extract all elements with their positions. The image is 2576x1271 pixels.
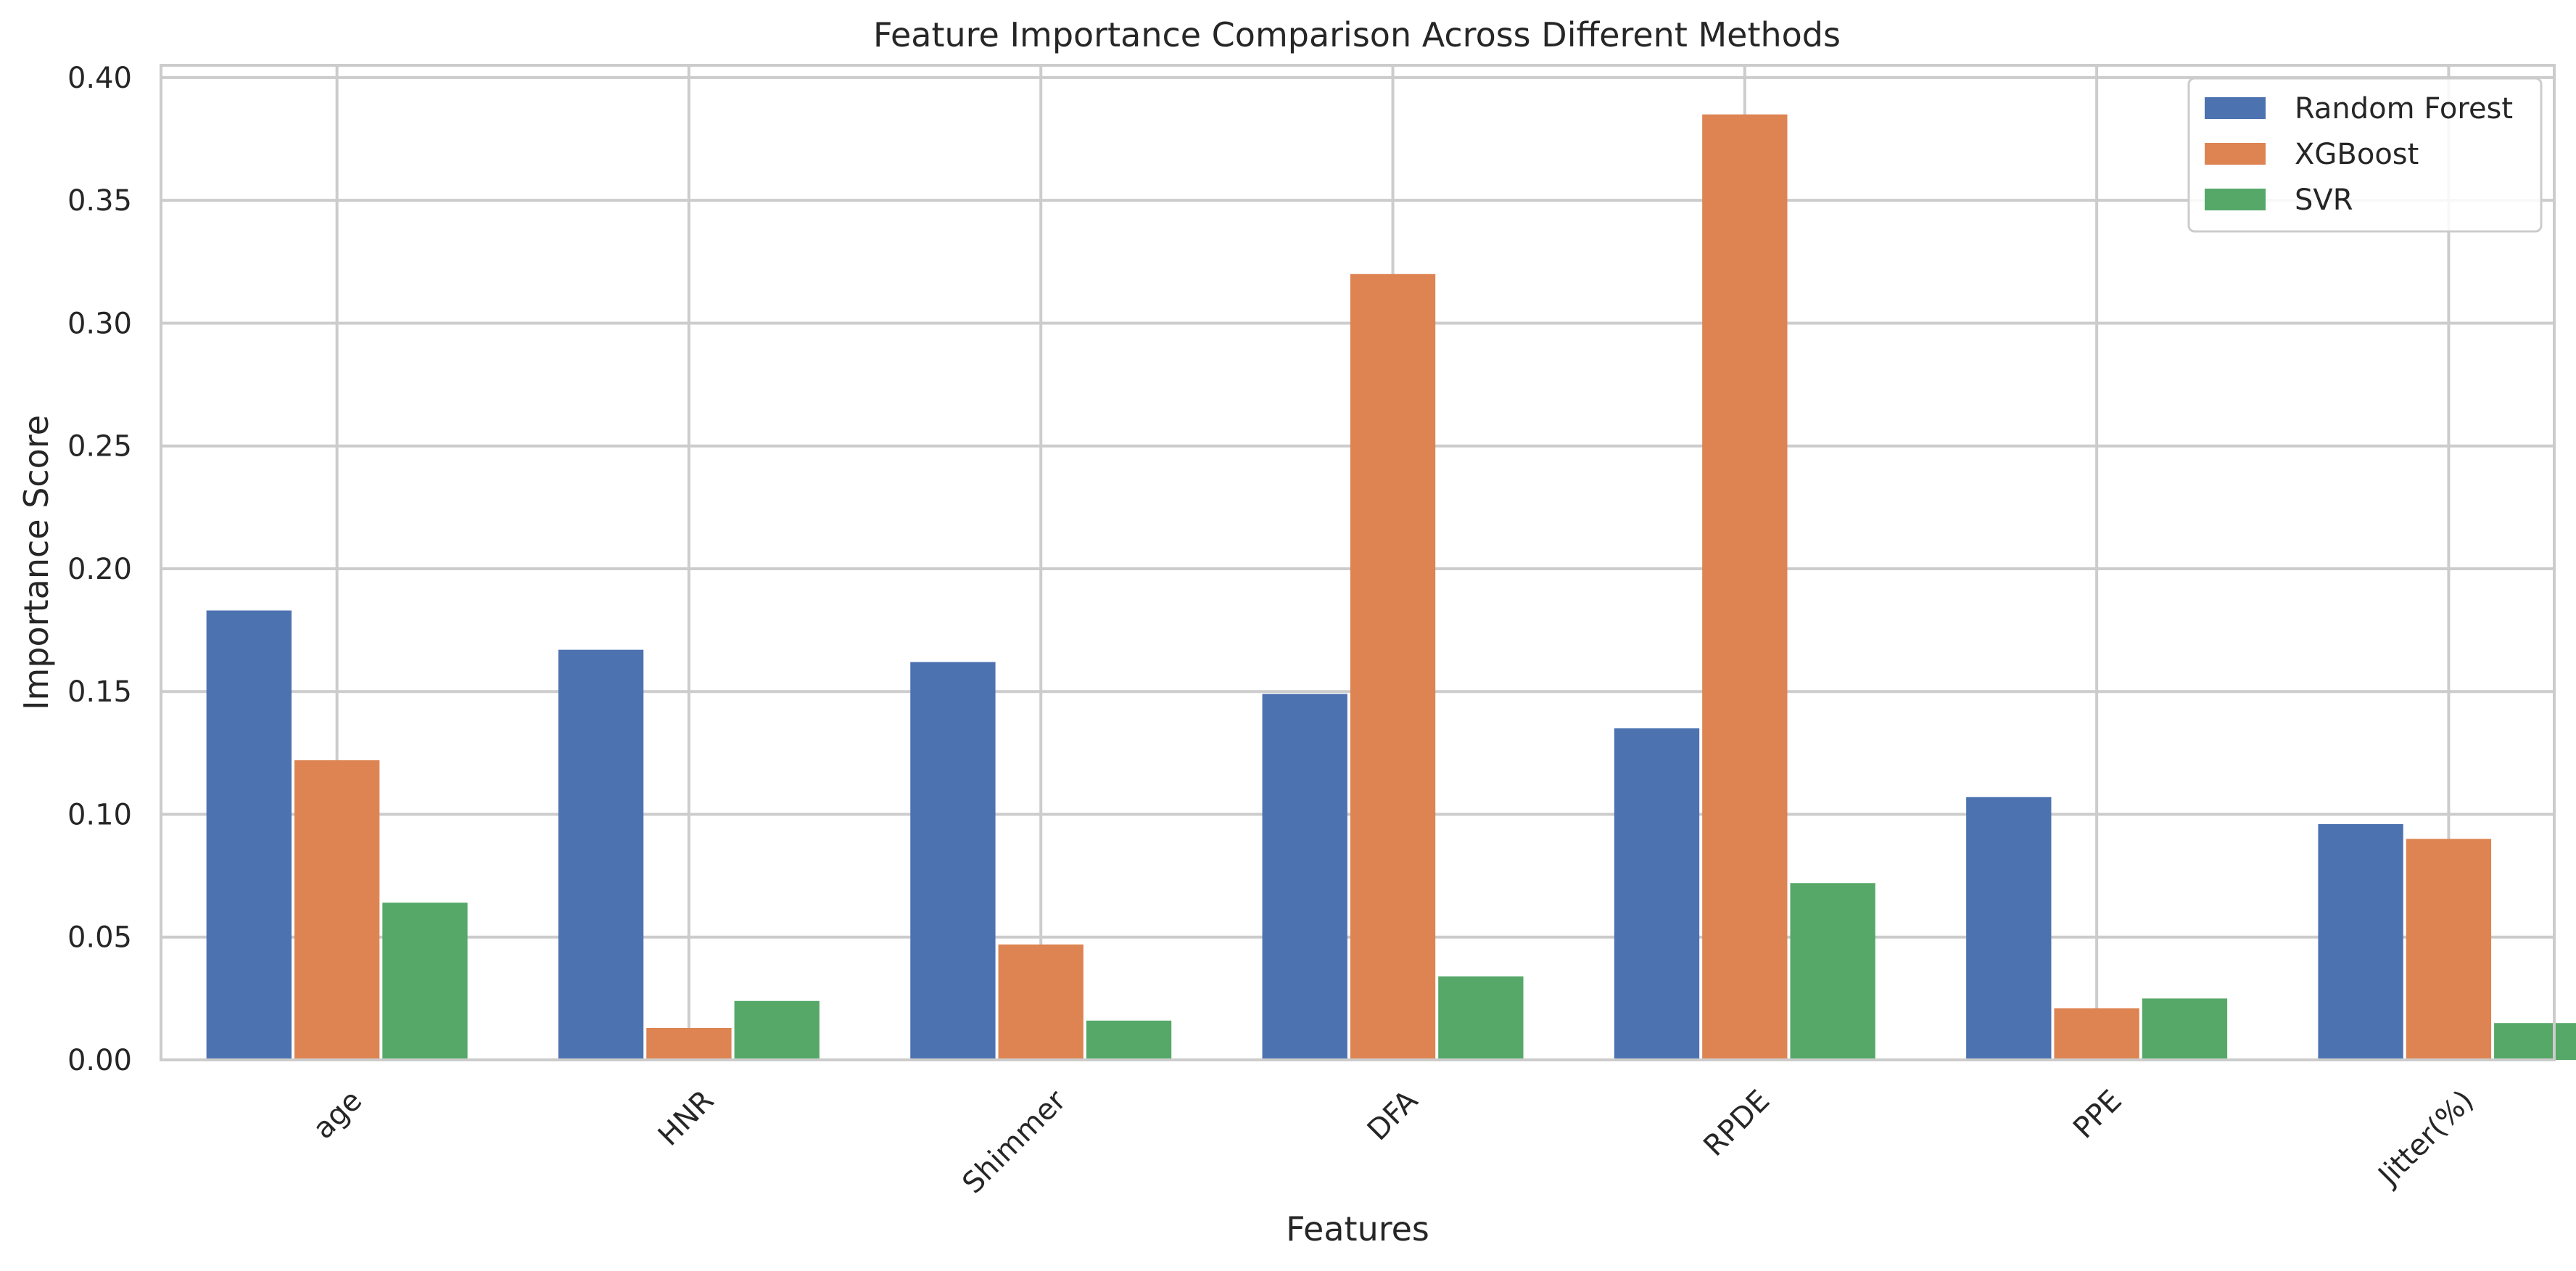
legend-swatch: [2205, 189, 2266, 210]
bar-random-forest-age: [206, 610, 292, 1060]
chart-title: Feature Importance Comparison Across Dif…: [873, 15, 1841, 54]
bar-xgboost-hnr: [646, 1027, 732, 1060]
y-tick-label: 0.35: [67, 184, 132, 218]
bar-random-forest-shimmer: [910, 662, 996, 1060]
bar-xgboost-dfa: [1350, 273, 1436, 1061]
bar-xgboost-age: [294, 760, 380, 1060]
bar-svr-shimmer: [1086, 1020, 1172, 1060]
bar-random-forest-hnr: [558, 649, 644, 1060]
bar-random-forest-ppe: [1966, 797, 2052, 1060]
y-axis-title: Importance Score: [17, 415, 56, 710]
bar-random-forest-rpde: [1614, 728, 1700, 1060]
bar-svr-hnr: [734, 1000, 820, 1060]
legend-swatch: [2205, 97, 2266, 119]
bar-svr-dfa: [1438, 976, 1524, 1060]
bar-xgboost-shimmer: [998, 944, 1083, 1060]
legend-label: XGBoost: [2295, 138, 2419, 171]
y-tick-label: 0.40: [67, 62, 132, 95]
bar-svr-jitter: [2494, 1023, 2576, 1060]
bars: [206, 114, 2576, 1061]
plot-frame: [160, 64, 2556, 1061]
bar-svr-ppe: [2142, 998, 2228, 1060]
bar-xgboost-jitter: [2406, 839, 2492, 1060]
y-tick-label: 0.20: [67, 553, 132, 586]
legend-box: [2187, 77, 2543, 233]
legend-label: Random Forest: [2295, 92, 2513, 126]
x-axis-title: Features: [1286, 1209, 1429, 1249]
y-tick-label: 0.25: [67, 430, 132, 464]
y-tick-label: 0.10: [67, 798, 132, 831]
legend-label: SVR: [2295, 184, 2353, 217]
y-tick-label: 0.05: [67, 921, 132, 955]
bar-random-forest-jitter: [2318, 824, 2403, 1060]
y-tick-label: 0.30: [67, 307, 132, 340]
y-tick-label: 0.00: [67, 1044, 132, 1077]
bar-svr-age: [382, 902, 468, 1060]
legend-swatch: [2205, 143, 2266, 165]
bar-random-forest-dfa: [1262, 694, 1347, 1060]
legend: Random Forest XGBoost SVR: [2187, 77, 2543, 233]
bar-svr-rpde: [1790, 883, 1875, 1060]
bar-xgboost-ppe: [2054, 1008, 2139, 1060]
y-axis-ticks: 0.00 0.05 0.10 0.15 0.20 0.25 0.30 0.35 0.40: [67, 62, 132, 1077]
y-tick-label: 0.15: [67, 675, 132, 709]
bar-xgboost-rpde: [1702, 114, 1788, 1060]
